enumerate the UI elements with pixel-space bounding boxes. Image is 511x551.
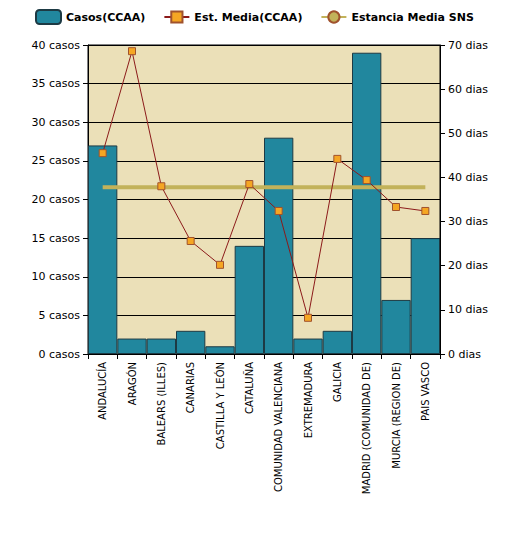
svg-text:0 dias: 0 dias — [448, 348, 481, 361]
svg-text:PAIS VASCO: PAIS VASCO — [420, 362, 431, 421]
svg-text:20 casos: 20 casos — [32, 193, 81, 206]
svg-text:COMUNIDAD VALENCIANA: COMUNIDAD VALENCIANA — [273, 362, 284, 492]
svg-text:30 casos: 30 casos — [32, 116, 81, 129]
svg-text:Casos(CCAA): Casos(CCAA) — [66, 11, 145, 24]
svg-text:ANDALUCÍA: ANDALUCÍA — [96, 362, 108, 420]
svg-text:10 casos: 10 casos — [32, 270, 81, 283]
svg-text:CANARIAS: CANARIAS — [185, 362, 196, 413]
svg-text:MURCIA (REGION DE): MURCIA (REGION DE) — [391, 362, 402, 469]
svg-text:Estancia Media SNS: Estancia Media SNS — [351, 11, 474, 24]
svg-text:40 casos: 40 casos — [32, 39, 81, 52]
svg-text:5 casos: 5 casos — [39, 309, 81, 322]
svg-text:0 casos: 0 casos — [39, 348, 81, 361]
svg-text:35 casos: 35 casos — [32, 77, 81, 90]
svg-text:40 dias: 40 dias — [448, 171, 488, 184]
svg-text:30 dias: 30 dias — [448, 215, 488, 228]
svg-text:EXTREMADURA: EXTREMADURA — [303, 362, 314, 438]
svg-text:15 casos: 15 casos — [32, 232, 81, 245]
svg-text:GALICIA: GALICIA — [332, 362, 343, 402]
svg-text:50 dias: 50 dias — [448, 127, 488, 140]
svg-text:20 dias: 20 dias — [448, 259, 488, 272]
svg-text:CATALUÑA: CATALUÑA — [243, 362, 255, 414]
svg-text:25 casos: 25 casos — [32, 154, 81, 167]
svg-text:ARAGÓN: ARAGÓN — [126, 362, 138, 405]
svg-text:60 dias: 60 dias — [448, 83, 488, 96]
svg-text:70 dias: 70 dias — [448, 39, 488, 52]
svg-text:MADRID (COMUNIDAD DE): MADRID (COMUNIDAD DE) — [361, 362, 372, 494]
svg-text:10 dias: 10 dias — [448, 303, 488, 316]
svg-text:Est. Media(CCAA): Est. Media(CCAA) — [194, 11, 302, 24]
svg-text:BALEARS (ILLES): BALEARS (ILLES) — [156, 362, 167, 446]
svg-text:CASTILLA Y LEÓN: CASTILLA Y LEÓN — [214, 362, 226, 449]
